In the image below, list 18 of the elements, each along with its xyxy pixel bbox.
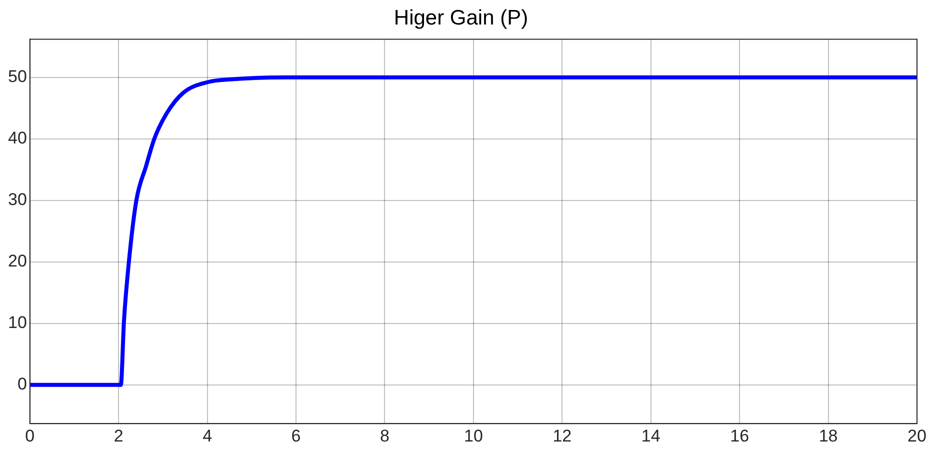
- x-tick-label: 10: [464, 426, 483, 446]
- x-tick-label: 12: [552, 426, 572, 446]
- x-tick-label: 8: [380, 426, 390, 446]
- chart-title: Higer Gain (P): [394, 6, 528, 30]
- y-tick-label: 20: [8, 252, 27, 271]
- x-tick-label: 14: [641, 426, 660, 446]
- line-series: [30, 75, 917, 387]
- y-tick-label: 30: [8, 190, 27, 210]
- y-tick-label: 10: [8, 313, 27, 332]
- x-tick-label: 16: [730, 426, 750, 446]
- y-tick-label: 0: [17, 374, 27, 394]
- y-tick-label: 50: [8, 67, 27, 86]
- x-tick-label: 4: [202, 426, 212, 446]
- x-tick-label: 6: [291, 426, 301, 446]
- x-tick-label: 18: [818, 426, 838, 446]
- y-tick-label: 40: [8, 128, 27, 148]
- x-tick-label: 20: [908, 426, 926, 446]
- x-tick-label: 2: [114, 426, 124, 446]
